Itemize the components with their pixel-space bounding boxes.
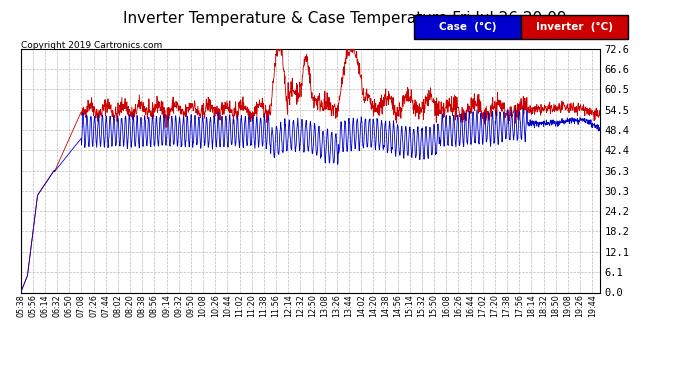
Text: Case  (°C): Case (°C) — [439, 22, 496, 32]
Text: Inverter Temperature & Case Temperature Fri Jul 26 20:09: Inverter Temperature & Case Temperature … — [124, 11, 566, 26]
Text: Inverter  (°C): Inverter (°C) — [536, 22, 613, 32]
Text: Copyright 2019 Cartronics.com: Copyright 2019 Cartronics.com — [21, 41, 162, 50]
